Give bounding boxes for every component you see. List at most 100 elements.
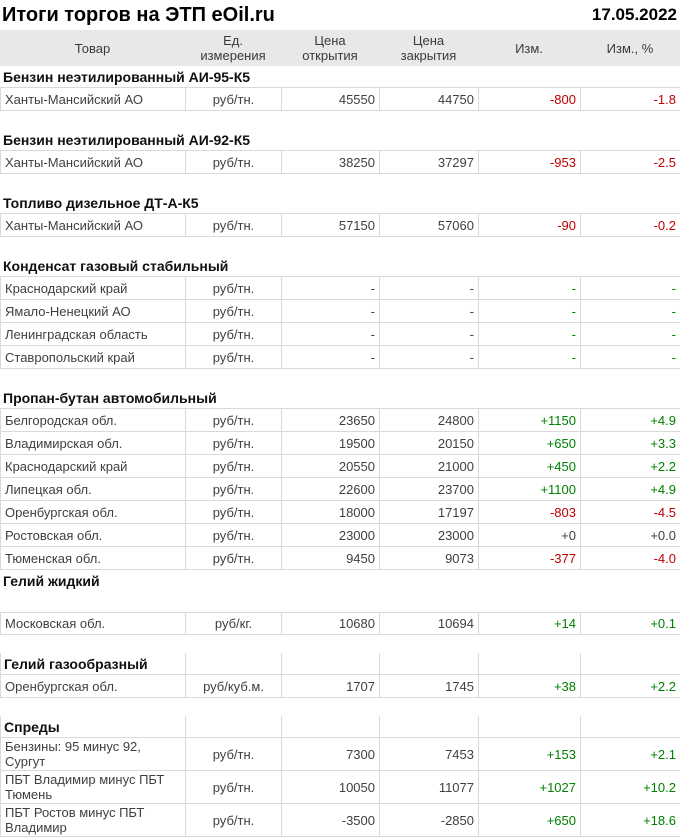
section-empty-cell [479, 653, 581, 674]
section-title: Конденсат газовый стабильный [3, 257, 229, 274]
unit-cell: руб/тн. [186, 524, 282, 546]
table-row: Ханты-Мансийский АО руб/тн. 57150 57060 -90-… [0, 214, 680, 237]
open-price-cell: 7300 [282, 738, 380, 770]
unit-cell: руб/тн. [186, 547, 282, 569]
table-row: Оренбургская обл. руб/куб.м. 1707 1745 +38 +2… [0, 675, 680, 698]
product-cell: Ханты-Мансийский АО [1, 214, 186, 236]
product-cell: Оренбургская обл. [1, 675, 186, 697]
product-cell: ПБТ Ростов минус ПБТ Владимир [1, 804, 186, 836]
col-header-product: Товар [74, 40, 111, 56]
change-pct-cell: +0.1 [581, 613, 680, 634]
section-title: Бензин неэтилированный АИ-92-К5 [3, 131, 251, 148]
table-row: Краснодарский край руб/тн. 20550 21000 +450 +… [0, 455, 680, 478]
close-price-cell: 10694 [380, 613, 479, 634]
unit-cell: руб/тн. [186, 323, 282, 345]
product-cell: ПБТ Владимир минус ПБТ Тюмень [1, 771, 186, 803]
section-empty-cell [282, 653, 380, 674]
open-price-cell: 19500 [282, 432, 380, 454]
table-row: Оренбургская обл. руб/тн. 18000 17197 -803 -4… [0, 501, 680, 524]
section-header-row: Конденсат газовый стабильный [0, 255, 680, 277]
unit-cell: руб/тн. [186, 300, 282, 322]
close-price-cell: - [380, 300, 479, 322]
table-body: Бензин неэтилированный АИ-95-К5 Ханты-Ман… [0, 66, 680, 837]
table-row: Ставропольский край руб/тн. - - - - [0, 346, 680, 369]
col-header-unit: Ед. измерения [200, 33, 266, 63]
change-pct-cell: +2.1 [581, 738, 680, 770]
section-empty-cell [186, 716, 282, 737]
open-price-cell: 57150 [282, 214, 380, 236]
close-price-cell: -2850 [380, 804, 479, 836]
product-cell: Бензины: 95 минус 92, Сургут [1, 738, 186, 770]
change-pct-cell: +4.9 [581, 478, 680, 500]
unit-cell: руб/тн. [186, 346, 282, 368]
section-title: Бензин неэтилированный АИ-95-К5 [3, 68, 251, 85]
change-cell: - [479, 300, 581, 322]
table-header-row: Товар Ед. измерения Цена открытия Цена з… [0, 30, 680, 66]
section-title: Спреды [1, 716, 186, 737]
open-price-cell: - [282, 300, 380, 322]
section-header-row: Топливо дизельное ДТ-А-К5 [0, 192, 680, 214]
open-price-cell: - [282, 346, 380, 368]
section-header-row: Бензин неэтилированный АИ-95-К5 [0, 66, 680, 88]
unit-cell: руб/тн. [186, 88, 282, 110]
change-cell: -953 [479, 151, 581, 173]
section-title: Гелий газообразный [1, 653, 186, 674]
table-row: Владимирская обл. руб/тн. 19500 20150 +650 +3… [0, 432, 680, 455]
unit-cell: руб/тн. [186, 214, 282, 236]
change-pct-cell: +3.3 [581, 432, 680, 454]
change-pct-cell: +2.2 [581, 455, 680, 477]
section-title: Пропан-бутан автомобильный [3, 389, 217, 406]
close-price-cell: - [380, 346, 479, 368]
open-price-cell: 18000 [282, 501, 380, 523]
open-price-cell: 38250 [282, 151, 380, 173]
open-price-cell: 10050 [282, 771, 380, 803]
change-pct-cell: +4.9 [581, 409, 680, 431]
change-cell: -90 [479, 214, 581, 236]
table-row: Ростовская обл. руб/тн. 23000 23000 +0 +0.0 [0, 524, 680, 547]
open-price-cell: - [282, 323, 380, 345]
product-cell: Ленинградская область [1, 323, 186, 345]
close-price-cell: - [380, 277, 479, 299]
table-row: Липецкая обл. руб/тн. 22600 23700 +1100 +4.9 [0, 478, 680, 501]
change-pct-cell: -1.8 [581, 88, 680, 110]
close-price-cell: - [380, 323, 479, 345]
close-price-cell: 17197 [380, 501, 479, 523]
change-pct-cell: +2.2 [581, 675, 680, 697]
product-cell: Ростовская обл. [1, 524, 186, 546]
unit-cell: руб/куб.м. [186, 675, 282, 697]
col-header-change: Изм. [515, 40, 543, 56]
product-cell: Владимирская обл. [1, 432, 186, 454]
product-cell: Ханты-Мансийский АО [1, 151, 186, 173]
col-header-change-pct: Изм., % [606, 40, 654, 56]
product-cell: Ханты-Мансийский АО [1, 88, 186, 110]
change-cell: +450 [479, 455, 581, 477]
change-pct-cell: +18.6 [581, 804, 680, 836]
close-price-cell: 23000 [380, 524, 479, 546]
report-date: 17.05.2022 [591, 5, 677, 24]
section-empty-cell [186, 653, 282, 674]
unit-cell: руб/тн. [186, 771, 282, 803]
open-price-cell: 23000 [282, 524, 380, 546]
section-spacer-row [0, 369, 680, 387]
open-price-cell: -3500 [282, 804, 380, 836]
product-cell: Краснодарский край [1, 277, 186, 299]
titlebar: Итоги торгов на ЭТП eOil.ru 17.05.2022 [0, 0, 680, 30]
table-row: Белгородская обл. руб/тн. 23650 24800 +1150 +… [0, 409, 680, 432]
unit-cell: руб/тн. [186, 804, 282, 836]
close-price-cell: 7453 [380, 738, 479, 770]
open-price-cell: 9450 [282, 547, 380, 569]
section-empty-cell [380, 716, 479, 737]
close-price-cell: 9073 [380, 547, 479, 569]
table-row: Бензины: 95 минус 92, Сургут руб/тн. 7300 7… [0, 738, 680, 771]
unit-cell: руб/тн. [186, 501, 282, 523]
table-row: ПБТ Ростов минус ПБТ Владимир руб/тн. -350… [0, 804, 680, 837]
section-spacer-row [0, 635, 680, 653]
change-pct-cell: -4.0 [581, 547, 680, 569]
unit-cell: руб/тн. [186, 478, 282, 500]
section-spacer-row [0, 174, 680, 192]
table-row: Ямало-Ненецкий АО руб/тн. - - - - [0, 300, 680, 323]
change-pct-cell: +0.0 [581, 524, 680, 546]
col-header-close-price: Цена закрытия [400, 33, 457, 63]
open-price-cell: 22600 [282, 478, 380, 500]
